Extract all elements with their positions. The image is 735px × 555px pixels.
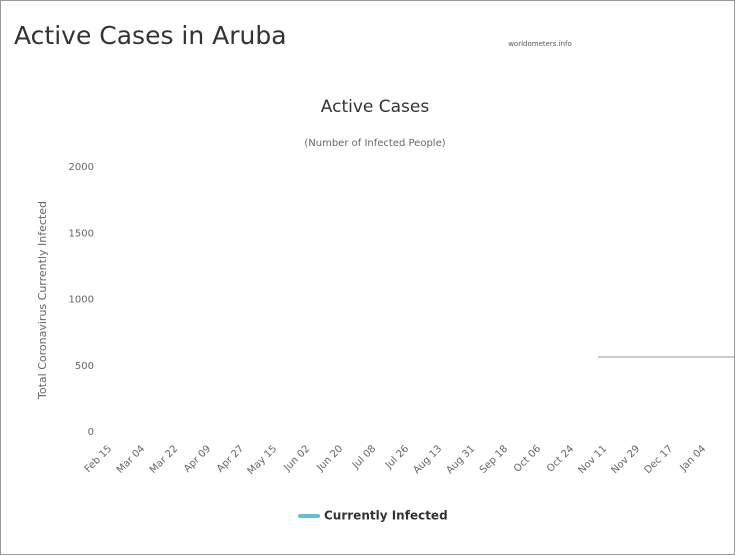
y-tick-label: 1000 [69,295,94,306]
chart-subtitle: (Number of Infected People) [304,138,445,149]
y-tick-label: 2000 [69,162,94,173]
legend-label: Currently Infected [324,509,448,523]
y-axis-label: Total Coronavirus Currently Infected [36,201,49,400]
y-tick-label: 1500 [69,228,94,239]
chart-title: Active Cases [321,97,430,117]
y-tick-label: 0 [88,427,94,438]
page-title: Active Cases in Aruba [14,21,287,50]
source: worldometers.info [508,40,572,48]
y-tick-label: 500 [75,361,94,372]
